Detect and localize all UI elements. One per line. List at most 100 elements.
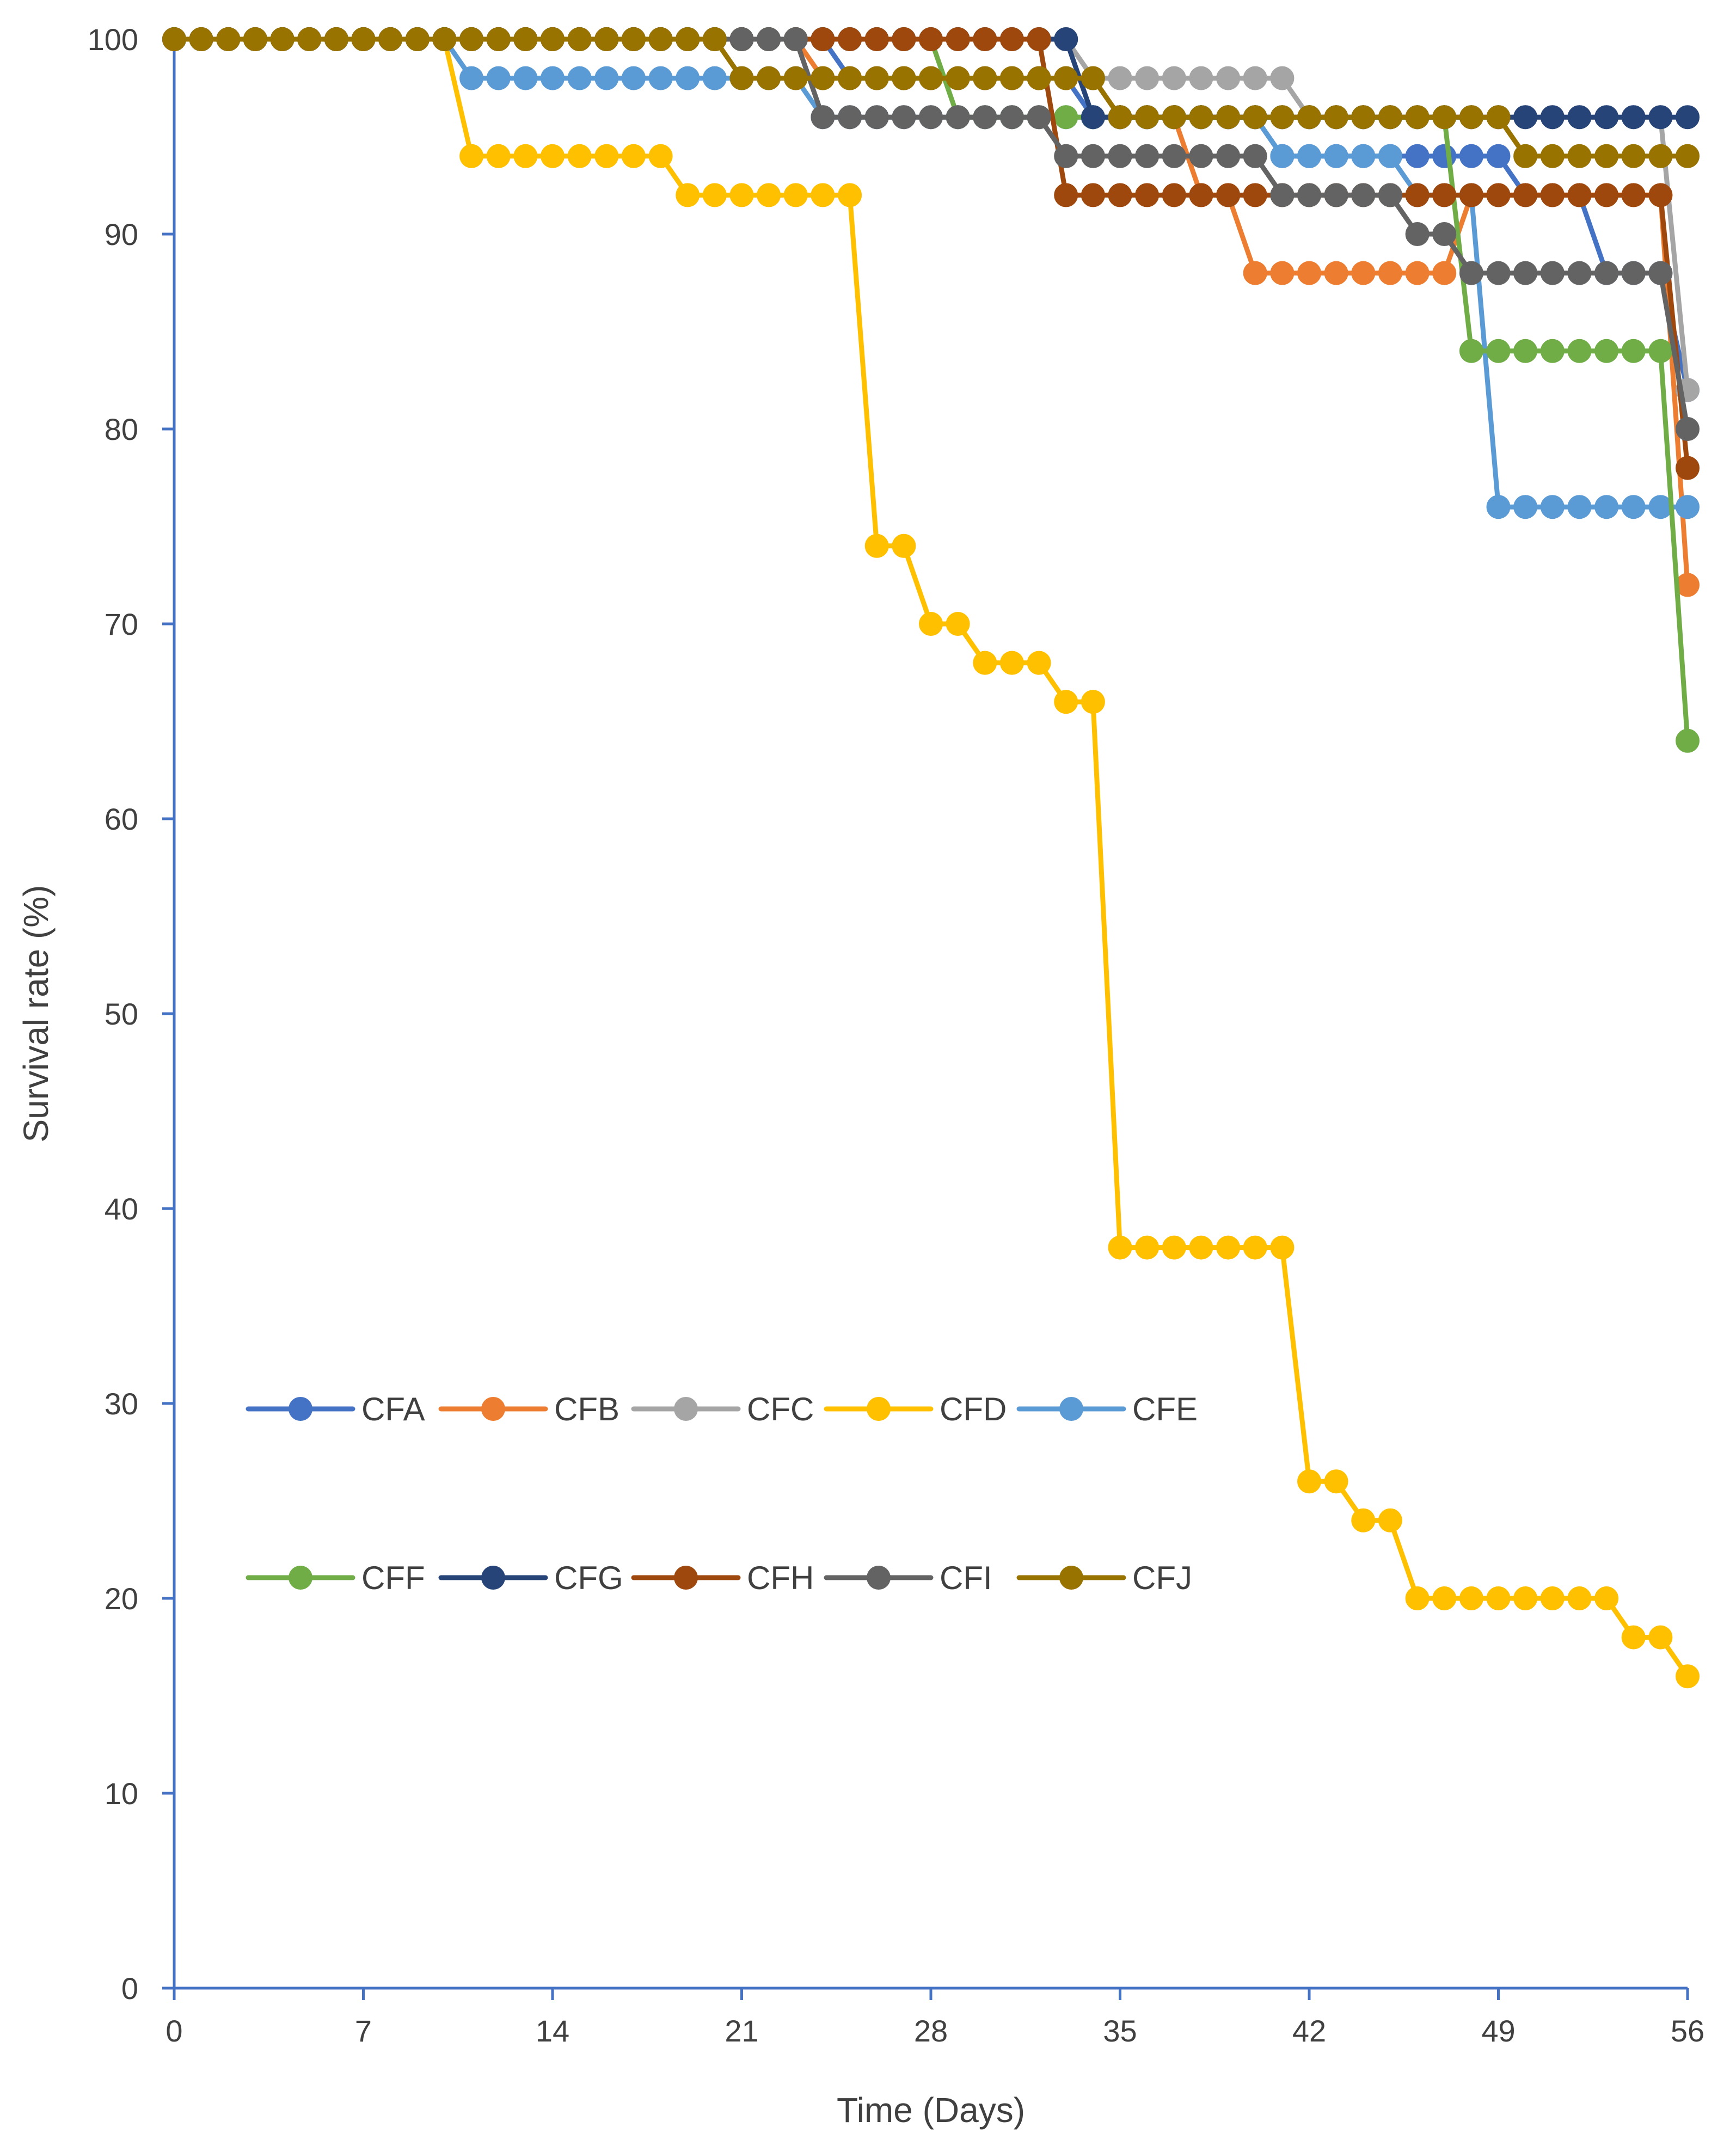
data-point-cfd: [1567, 1586, 1592, 1610]
data-point-cfj: [1081, 66, 1105, 90]
data-point-cfd: [973, 651, 997, 675]
data-point-cfe: [702, 66, 727, 90]
data-point-cfa: [1486, 144, 1511, 168]
series-line-cfc: [171, 36, 1690, 393]
data-point-cfd: [757, 183, 781, 207]
data-point-cfi: [729, 27, 754, 51]
legend-label: CFD: [940, 1391, 1007, 1427]
data-point-cfj: [919, 66, 943, 90]
data-point-cfc: [1189, 66, 1213, 90]
data-point-cfi: [1378, 183, 1402, 207]
legend-item-cfj: CFJ: [1016, 1560, 1192, 1596]
data-point-cfi: [1027, 105, 1051, 130]
data-point-cfd: [1162, 1235, 1186, 1260]
data-point-cfj: [378, 27, 403, 51]
data-point-cfb: [1270, 261, 1295, 285]
data-point-cfh: [1162, 183, 1186, 207]
data-point-cfd: [1108, 1235, 1132, 1260]
data-point-cfe: [1540, 495, 1565, 519]
legend-swatch-marker: [289, 1397, 312, 1421]
data-point-cfj: [1135, 105, 1160, 130]
data-point-cfg: [1594, 105, 1619, 130]
legend-swatch-marker: [674, 1397, 698, 1421]
data-point-cfd: [1594, 1586, 1619, 1610]
data-point-cfh: [946, 27, 970, 51]
data-point-cfi: [1135, 144, 1160, 168]
data-point-cfh: [1108, 183, 1132, 207]
data-point-cfi: [1621, 261, 1646, 285]
y-tick-label: 20: [105, 1581, 138, 1616]
y-tick-label: 0: [121, 1971, 138, 2006]
data-point-cfe: [621, 66, 646, 90]
data-point-cfd: [676, 183, 700, 207]
data-point-cfe: [541, 66, 565, 90]
data-point-cfj: [1351, 105, 1376, 130]
data-point-cfe: [486, 66, 511, 90]
data-point-cfb: [1351, 261, 1376, 285]
data-point-cff: [1676, 728, 1700, 753]
data-point-cfh: [1621, 183, 1646, 207]
data-point-cfj: [783, 66, 808, 90]
data-point-cfb: [1432, 261, 1457, 285]
data-point-cfd: [838, 183, 862, 207]
legend-label: CFC: [747, 1391, 814, 1427]
data-point-cfj: [1567, 144, 1592, 168]
data-point-cfi: [1243, 144, 1267, 168]
data-point-cfd: [1405, 1586, 1430, 1610]
data-point-cfg: [1621, 105, 1646, 130]
data-point-cfj: [1108, 105, 1132, 130]
x-tick-label: 14: [536, 2014, 569, 2048]
data-point-cfi: [1324, 183, 1348, 207]
data-point-cfh: [1513, 183, 1538, 207]
data-point-cfj: [1594, 144, 1619, 168]
y-tick-label: 50: [105, 997, 138, 1031]
data-point-cfh: [811, 27, 835, 51]
data-point-cfh: [1540, 183, 1565, 207]
data-point-cfj: [1270, 105, 1295, 130]
data-point-cfg: [1540, 105, 1565, 130]
data-point-cfi: [1486, 261, 1511, 285]
data-point-cfj: [1162, 105, 1186, 130]
data-point-cfj: [702, 27, 727, 51]
legend-label: CFH: [747, 1560, 814, 1596]
data-point-cfj: [1648, 144, 1673, 168]
data-point-cfd: [892, 534, 916, 558]
data-point-cfd: [1351, 1508, 1376, 1532]
legend-label: CFF: [361, 1560, 425, 1596]
data-point-cfi: [1594, 261, 1619, 285]
data-point-cfi: [783, 27, 808, 51]
legend-swatch-marker: [1059, 1566, 1083, 1590]
y-axis-title: Survival rate (%): [16, 885, 56, 1143]
data-point-cfj: [1405, 105, 1430, 130]
data-point-cfi: [1270, 183, 1295, 207]
data-point-cfh: [973, 27, 997, 51]
data-point-cfd: [783, 183, 808, 207]
data-point-cfi: [892, 105, 916, 130]
series-group: [162, 27, 1700, 1689]
data-point-cfd: [1297, 1469, 1321, 1494]
legend-swatch-marker: [867, 1397, 891, 1421]
data-point-cfi: [919, 105, 943, 130]
data-point-cfj: [216, 27, 241, 51]
data-point-cfh: [1459, 183, 1483, 207]
data-point-cfj: [270, 27, 295, 51]
data-point-cfj: [1216, 105, 1241, 130]
legend-swatch-marker: [867, 1566, 891, 1590]
data-point-cfe: [567, 66, 592, 90]
data-point-cfc: [1243, 66, 1267, 90]
data-point-cfi: [1513, 261, 1538, 285]
legend-swatch-marker: [481, 1566, 505, 1590]
data-point-cfd: [1027, 651, 1051, 675]
legend-item-cfb: CFB: [438, 1391, 619, 1427]
legend-item-cfd: CFD: [824, 1391, 1007, 1427]
data-point-cfj: [486, 27, 511, 51]
data-point-cfh: [1135, 183, 1160, 207]
data-point-cfd: [621, 144, 646, 168]
data-point-cfg: [1081, 105, 1105, 130]
data-point-cfa: [1459, 144, 1483, 168]
data-point-cfi: [1676, 417, 1700, 441]
data-point-cfd: [1676, 1664, 1700, 1689]
data-point-cfh: [1486, 183, 1511, 207]
data-point-cfg: [1648, 105, 1673, 130]
